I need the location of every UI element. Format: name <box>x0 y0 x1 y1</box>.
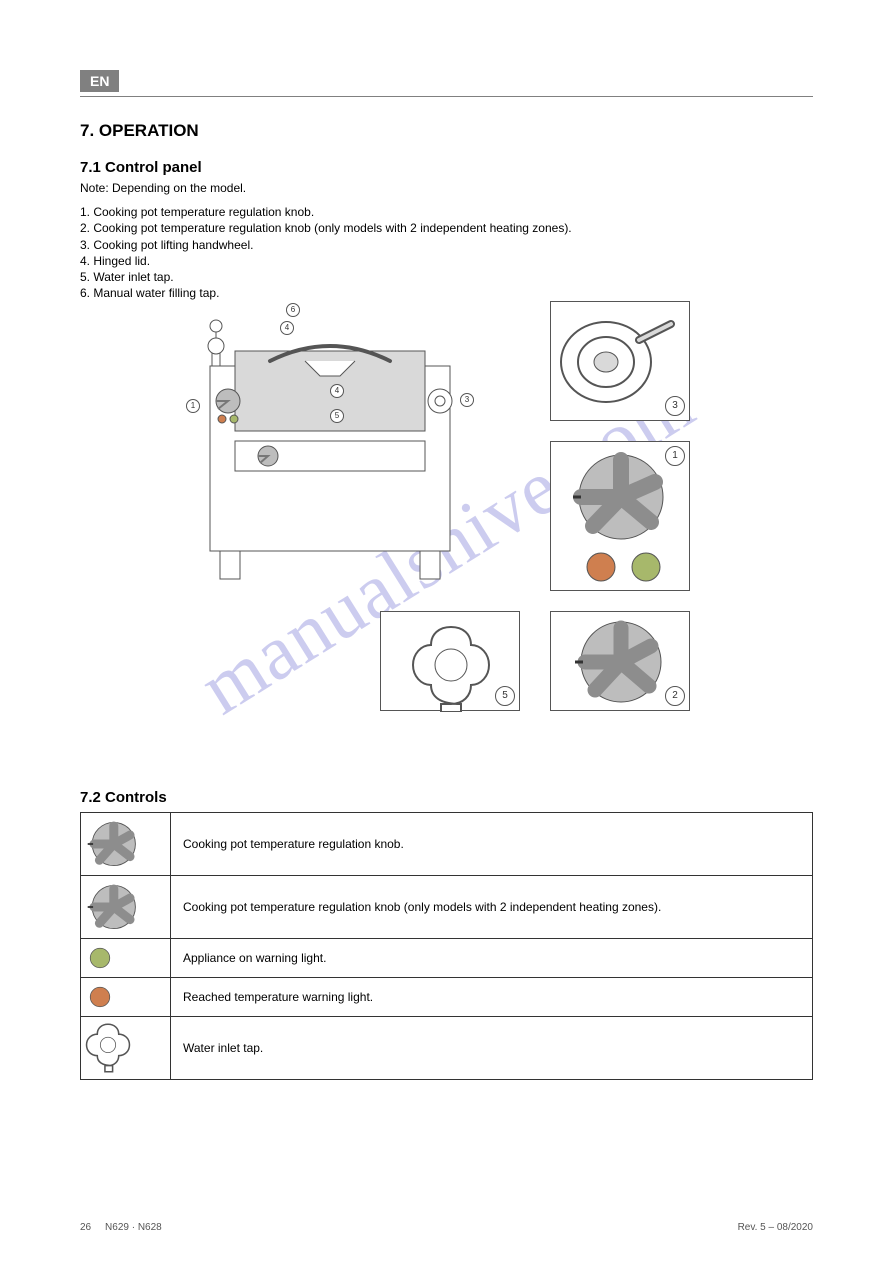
control-knob2-text: Cooking pot temperature regulation knob … <box>171 876 813 939</box>
control-tap-icon <box>81 1017 171 1080</box>
table-row: Reached temperature warning light. <box>81 978 813 1017</box>
item-5: 5. Water inlet tap. <box>80 269 813 285</box>
control-light-on-icon <box>81 939 171 978</box>
control-knob1-icon <box>81 813 171 876</box>
control-knob1-text: Cooking pot temperature regulation knob. <box>171 813 813 876</box>
control-light-temp-text: Reached temperature warning light. <box>171 978 813 1017</box>
appliance-diagram <box>180 301 480 591</box>
figure-stage: manualshive.com 4 6 4 5 1 3 <box>80 301 813 771</box>
page-number: 26 <box>80 1222 91 1233</box>
item-3: 3. Cooking pot lifting handwheel. <box>80 237 813 253</box>
table-row: Cooking pot temperature regulation knob … <box>81 876 813 939</box>
control-light-on-text: Appliance on warning light. <box>171 939 813 978</box>
item-4: 4. Hinged lid. <box>80 253 813 269</box>
item-1: 1. Cooking pot temperature regulation kn… <box>80 204 813 220</box>
note-text: Note: Depending on the model. <box>80 180 813 196</box>
page-footer: 26 N629 · N628 Rev. 5 – 08/2020 <box>80 1222 813 1233</box>
control-light-temp-icon <box>81 978 171 1017</box>
table-row: Water inlet tap. <box>81 1017 813 1080</box>
language-badge: EN <box>80 70 119 92</box>
doc-id: N629 · N628 <box>105 1222 162 1233</box>
section-7-2-heading: 7.2 Controls <box>80 789 813 806</box>
header-rule <box>80 96 813 97</box>
inset-knob2: 2 <box>550 611 690 711</box>
table-row: Appliance on warning light. <box>81 939 813 978</box>
control-tap-text: Water inlet tap. <box>171 1017 813 1080</box>
item-2: 2. Cooking pot temperature regulation kn… <box>80 220 813 236</box>
section-7-heading: 7. OPERATION <box>80 121 813 141</box>
inset-handwheel: 3 <box>550 301 690 421</box>
control-knob2-icon <box>81 876 171 939</box>
controls-table: Cooking pot temperature regulation knob.… <box>80 812 813 1080</box>
section-7-1-heading: 7.1 Control panel <box>80 159 813 176</box>
inset-panel1: 1 <box>550 441 690 591</box>
inset-tap: 5 <box>380 611 520 711</box>
item-6: 6. Manual water filling tap. <box>80 285 813 301</box>
table-row: Cooking pot temperature regulation knob. <box>81 813 813 876</box>
doc-rev: Rev. 5 – 08/2020 <box>738 1222 813 1233</box>
